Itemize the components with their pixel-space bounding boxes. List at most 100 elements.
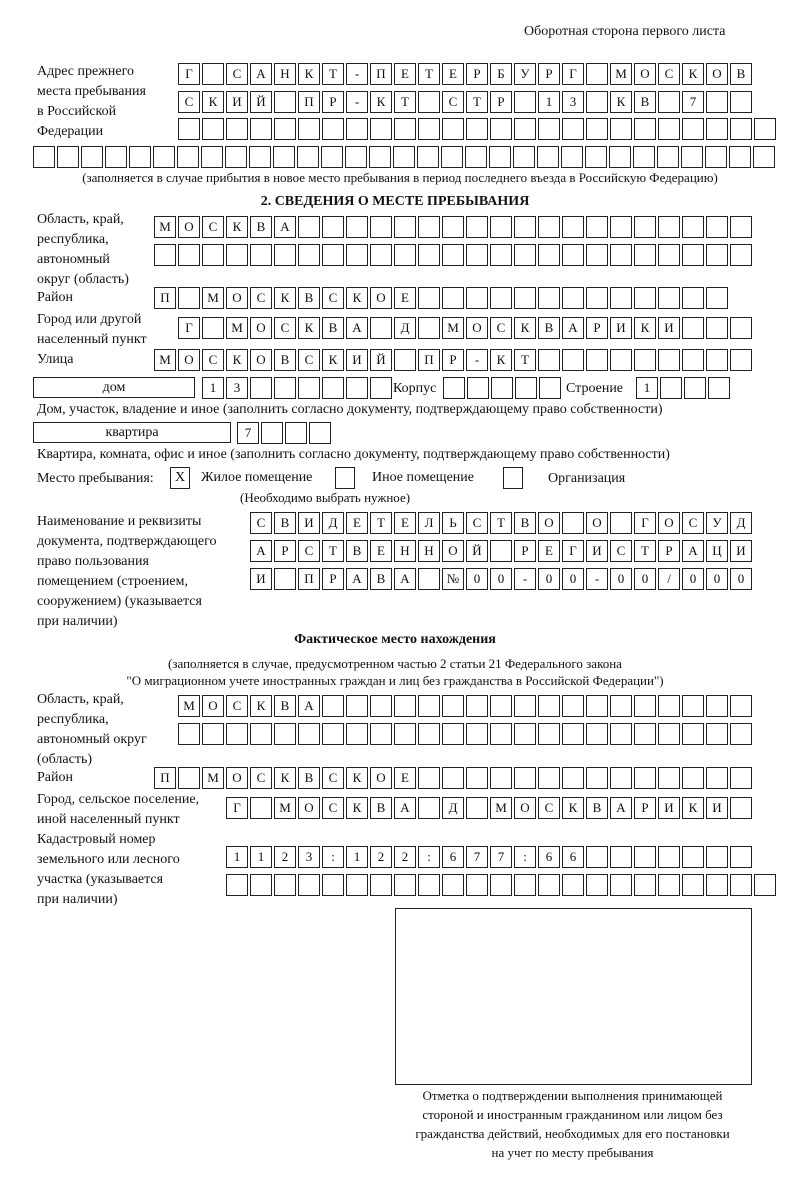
char-cell[interactable] xyxy=(370,695,392,717)
char-cell[interactable] xyxy=(610,287,632,309)
char-cell[interactable] xyxy=(730,244,752,266)
char-cell[interactable]: Н xyxy=(394,540,416,562)
char-cell[interactable] xyxy=(610,695,632,717)
char-cell[interactable]: Е xyxy=(394,287,416,309)
char-cell[interactable]: 7 xyxy=(237,422,259,444)
char-cell[interactable]: А xyxy=(394,797,416,819)
house-type-field[interactable]: дом xyxy=(33,377,195,398)
char-cell[interactable]: В xyxy=(274,695,296,717)
char-cell[interactable] xyxy=(418,317,440,339)
char-cell[interactable] xyxy=(154,244,176,266)
char-cell[interactable]: С xyxy=(490,317,512,339)
char-cell[interactable]: У xyxy=(514,63,536,85)
char-cell[interactable] xyxy=(177,146,199,168)
char-cell[interactable]: В xyxy=(514,512,536,534)
char-cell[interactable]: О xyxy=(250,317,272,339)
char-cell[interactable]: С xyxy=(250,287,272,309)
char-cell[interactable]: Й xyxy=(250,91,272,113)
char-cell[interactable]: 2 xyxy=(274,846,296,868)
char-cell[interactable] xyxy=(634,874,656,896)
char-cell[interactable] xyxy=(273,146,295,168)
char-cell[interactable] xyxy=(442,216,464,238)
char-cell[interactable] xyxy=(538,118,560,140)
char-cell[interactable] xyxy=(466,797,488,819)
char-cell[interactable] xyxy=(370,317,392,339)
char-cell[interactable]: О xyxy=(706,63,728,85)
char-cell[interactable]: А xyxy=(250,63,272,85)
char-cell[interactable] xyxy=(633,146,655,168)
char-cell[interactable] xyxy=(309,422,331,444)
char-cell[interactable] xyxy=(658,846,680,868)
char-cell[interactable] xyxy=(274,723,296,745)
char-cell[interactable] xyxy=(442,287,464,309)
char-cell[interactable] xyxy=(610,244,632,266)
char-cell[interactable]: К xyxy=(490,349,512,371)
option-other-checkbox[interactable] xyxy=(335,467,355,489)
char-cell[interactable]: О xyxy=(226,767,248,789)
char-cell[interactable]: О xyxy=(538,512,560,534)
char-cell[interactable]: Т xyxy=(370,512,392,534)
char-cell[interactable]: 1 xyxy=(250,846,272,868)
char-cell[interactable]: О xyxy=(514,797,536,819)
char-cell[interactable] xyxy=(321,146,343,168)
char-cell[interactable] xyxy=(730,91,752,113)
char-cell[interactable]: О xyxy=(370,287,392,309)
char-cell[interactable]: Е xyxy=(394,63,416,85)
char-cell[interactable]: И xyxy=(346,349,368,371)
char-cell[interactable]: Р xyxy=(322,568,344,590)
char-cell[interactable] xyxy=(538,287,560,309)
char-cell[interactable]: Г xyxy=(634,512,656,534)
char-cell[interactable]: - xyxy=(346,91,368,113)
char-cell[interactable] xyxy=(706,349,728,371)
char-cell[interactable]: М xyxy=(154,349,176,371)
char-cell[interactable]: Г xyxy=(562,540,584,562)
char-cell[interactable] xyxy=(261,422,283,444)
char-cell[interactable]: С xyxy=(682,512,704,534)
char-cell[interactable]: К xyxy=(202,91,224,113)
char-cell[interactable]: В xyxy=(370,797,392,819)
char-cell[interactable]: А xyxy=(250,540,272,562)
char-cell[interactable] xyxy=(178,244,200,266)
char-cell[interactable] xyxy=(491,377,513,399)
char-cell[interactable] xyxy=(682,244,704,266)
char-cell[interactable] xyxy=(370,118,392,140)
char-cell[interactable] xyxy=(538,874,560,896)
char-cell[interactable]: М xyxy=(202,287,224,309)
char-cell[interactable] xyxy=(369,146,391,168)
char-cell[interactable] xyxy=(729,146,751,168)
char-cell[interactable] xyxy=(443,377,465,399)
char-cell[interactable] xyxy=(658,723,680,745)
char-cell[interactable]: О xyxy=(178,349,200,371)
char-cell[interactable] xyxy=(706,118,728,140)
char-cell[interactable]: С xyxy=(250,512,272,534)
char-cell[interactable]: О xyxy=(202,695,224,717)
char-cell[interactable]: К xyxy=(274,287,296,309)
char-cell[interactable]: В xyxy=(274,512,296,534)
char-cell[interactable] xyxy=(706,695,728,717)
char-cell[interactable] xyxy=(298,874,320,896)
char-cell[interactable] xyxy=(322,723,344,745)
char-cell[interactable]: С xyxy=(322,767,344,789)
char-cell[interactable] xyxy=(394,874,416,896)
char-cell[interactable] xyxy=(514,244,536,266)
char-cell[interactable] xyxy=(178,287,200,309)
char-cell[interactable] xyxy=(730,118,752,140)
char-cell[interactable] xyxy=(610,216,632,238)
char-cell[interactable] xyxy=(586,349,608,371)
char-cell[interactable] xyxy=(634,846,656,868)
char-cell[interactable]: В xyxy=(538,317,560,339)
char-cell[interactable] xyxy=(754,874,776,896)
char-cell[interactable] xyxy=(298,244,320,266)
char-cell[interactable] xyxy=(514,118,536,140)
char-cell[interactable]: 6 xyxy=(442,846,464,868)
char-cell[interactable] xyxy=(682,349,704,371)
char-cell[interactable] xyxy=(490,874,512,896)
char-cell[interactable]: П xyxy=(370,63,392,85)
char-cell[interactable] xyxy=(250,244,272,266)
char-cell[interactable] xyxy=(684,377,706,399)
char-cell[interactable]: Р xyxy=(634,797,656,819)
char-cell[interactable]: В xyxy=(250,216,272,238)
char-cell[interactable] xyxy=(490,723,512,745)
char-cell[interactable]: О xyxy=(658,512,680,534)
char-cell[interactable]: Д xyxy=(442,797,464,819)
